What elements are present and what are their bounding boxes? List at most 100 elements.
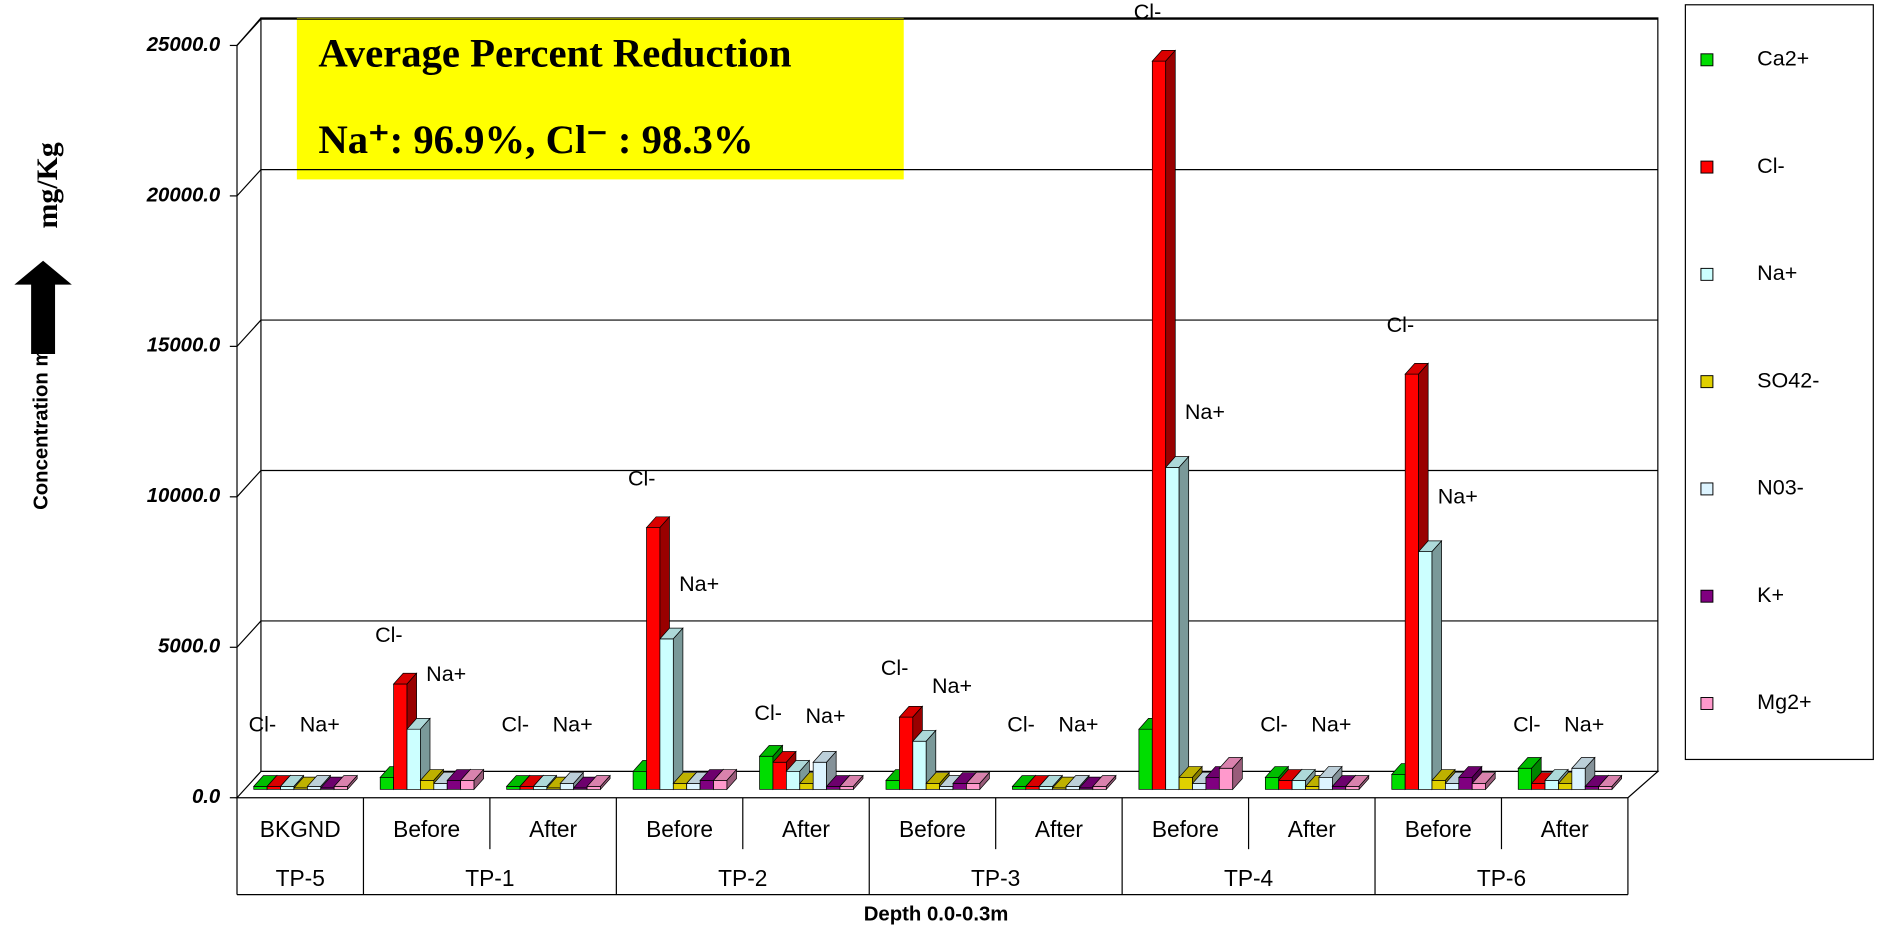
bar <box>1264 776 1280 790</box>
data-label: Na+ <box>679 572 719 596</box>
x-tick-label: Before <box>1405 816 1472 842</box>
grid-line <box>236 620 262 648</box>
bar <box>1584 785 1600 790</box>
bar <box>253 785 268 790</box>
bar <box>266 785 281 790</box>
data-label: Cl- <box>1007 713 1034 737</box>
bar-side <box>853 774 864 791</box>
data-label: Cl- <box>502 713 529 737</box>
bar <box>646 527 661 790</box>
y-tick-label: 20000.0 <box>146 184 221 206</box>
data-label: Na+ <box>426 662 466 686</box>
grid-line <box>236 18 262 46</box>
x-tick-label: After <box>782 816 830 842</box>
grid-line <box>236 470 262 498</box>
bar <box>839 785 854 790</box>
group-label: TP-5 <box>276 865 325 891</box>
bar <box>772 761 787 790</box>
bar <box>460 779 475 790</box>
bar <box>1404 373 1419 790</box>
bar <box>1151 60 1167 790</box>
bar-side <box>979 771 990 791</box>
bar <box>379 776 394 790</box>
bar <box>812 761 827 790</box>
bar <box>686 782 701 790</box>
legend-label: N03- <box>1757 476 1804 500</box>
plot: Average Percent Reduction Na⁺: 96.9%, Cl… <box>14 0 1874 925</box>
bar <box>333 785 348 790</box>
legend-swatch <box>1700 589 1714 603</box>
group-label: TP-6 <box>1477 865 1526 891</box>
bar <box>280 785 295 790</box>
bar <box>506 785 521 790</box>
bar <box>433 782 448 790</box>
legend-label: Ca2+ <box>1757 46 1809 70</box>
title: Average Percent Reduction <box>318 31 791 76</box>
bar-side <box>1178 455 1190 791</box>
bar-side <box>600 774 611 791</box>
bar-side <box>1485 771 1496 791</box>
subtitle: Na⁺: 96.9%, Cl⁻ : 98.3% <box>318 117 753 162</box>
bar <box>1531 782 1546 790</box>
bar-side <box>726 768 737 791</box>
data-label: Cl- <box>249 713 276 737</box>
bar <box>1418 551 1433 790</box>
bar <box>446 779 462 790</box>
bar <box>559 782 575 790</box>
bar <box>1038 785 1054 790</box>
y-tick-label: 0.0 <box>192 786 221 808</box>
bar-side <box>1431 539 1442 791</box>
bar <box>1218 767 1234 790</box>
data-label: Na+ <box>932 674 972 698</box>
x-tick-label: Before <box>646 816 713 842</box>
bar <box>1278 779 1293 790</box>
bar <box>1165 467 1180 790</box>
data-label: Na+ <box>1564 713 1604 737</box>
bar-side <box>1105 774 1117 791</box>
bar <box>1138 728 1153 790</box>
bar <box>939 785 954 790</box>
bar <box>885 779 900 790</box>
bar <box>1065 785 1080 790</box>
bar <box>1458 776 1473 790</box>
y-tick-label: 15000.0 <box>147 335 221 357</box>
bar <box>1025 785 1040 790</box>
data-label: Na+ <box>300 713 340 737</box>
x-tick-label: Before <box>1152 816 1219 842</box>
bar <box>1205 776 1220 790</box>
bar-side <box>1232 756 1243 791</box>
x-tick-label: After <box>1035 816 1083 842</box>
data-label: Cl- <box>1513 713 1540 737</box>
grid-line <box>236 319 262 347</box>
arrow <box>14 260 72 355</box>
legend-swatch <box>1700 375 1714 389</box>
bar <box>912 740 927 790</box>
bar <box>899 716 914 790</box>
legend <box>1684 4 1874 761</box>
bar <box>925 782 940 790</box>
bar <box>406 728 421 790</box>
bar <box>1517 767 1532 790</box>
bar <box>1471 782 1486 790</box>
bar <box>659 638 674 790</box>
x-tick-label: After <box>529 816 577 842</box>
bar <box>632 770 647 790</box>
bar <box>672 782 688 790</box>
bar <box>799 782 814 790</box>
bar <box>1332 785 1347 790</box>
bar <box>1345 785 1360 790</box>
bar <box>1431 779 1446 790</box>
x-tick-label: BKGND <box>260 816 341 842</box>
y-tick-label: 5000.0 <box>158 636 221 658</box>
data-label: Na+ <box>1058 713 1098 737</box>
x-tick-label: After <box>1541 816 1589 842</box>
data-label: Cl- <box>1387 313 1414 337</box>
bar <box>1178 776 1193 790</box>
data-label: Na+ <box>1311 713 1351 737</box>
bar <box>1192 782 1207 790</box>
bar <box>1445 782 1460 790</box>
annotation-box <box>296 17 904 180</box>
legend-swatch <box>1700 697 1714 710</box>
legend-label: Cl- <box>1757 154 1784 178</box>
data-label: Cl- <box>628 466 655 490</box>
